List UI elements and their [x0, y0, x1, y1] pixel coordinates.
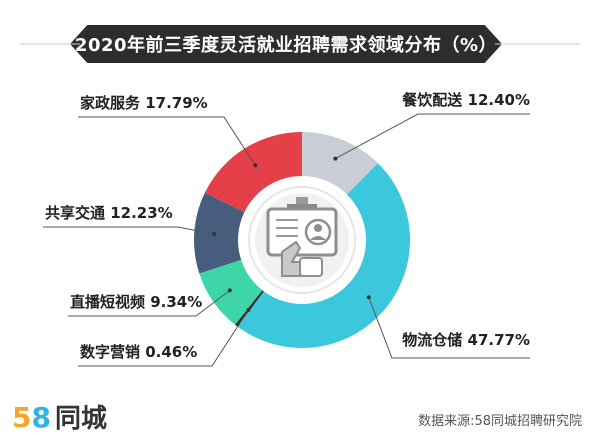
leader-dot-2 — [366, 295, 371, 300]
slice-4 — [199, 259, 263, 325]
slice-1 — [302, 132, 378, 195]
brand-name: 同城 — [54, 404, 107, 434]
data-source: 数据来源:58同城招聘研究院 — [418, 414, 582, 429]
slice-label-2: 物流仓储 47.77% — [402, 331, 530, 349]
slice-label-5: 共享交通 12.23% — [45, 204, 173, 222]
brand-digit-8: 8 — [31, 401, 51, 434]
slice-label-6: 家政服务 17.79% — [80, 94, 208, 112]
slice-label-1: 餐饮配送 12.40% — [402, 91, 530, 109]
leader-line-4 — [68, 289, 231, 317]
leader-lines — [43, 113, 530, 367]
brand-logo: 5 8 同城 — [12, 398, 107, 435]
recruitment-icon — [248, 186, 356, 294]
leader-dot-5 — [212, 231, 217, 236]
leader-line-5 — [43, 226, 215, 235]
slice-label-3: 数字营销 0.46% — [80, 343, 197, 361]
leader-line-2 — [368, 297, 530, 359]
leader-dot-1 — [333, 156, 338, 161]
slice-labels: 餐饮配送 12.40% 物流仓储 47.77% 数字营销 0.46% 直播短视频 9.… — [45, 91, 530, 361]
leader-dot-4 — [227, 288, 232, 293]
leader-line-6 — [78, 116, 256, 166]
leader-line-1 — [335, 113, 530, 160]
leader-line-3 — [78, 309, 249, 367]
slice-5 — [194, 192, 245, 274]
slice-6 — [204, 132, 302, 212]
chart-title: 2020年前三季度灵活就业招聘需求领域分布（%） — [70, 25, 502, 63]
slice-label-4: 直播短视频 9.34% — [70, 293, 202, 311]
leader-dot-3 — [246, 307, 251, 312]
donut-slices — [194, 132, 410, 348]
leader-dot-6 — [253, 163, 258, 168]
brand-digit-5: 5 — [12, 401, 32, 434]
slice-2 — [237, 163, 410, 348]
